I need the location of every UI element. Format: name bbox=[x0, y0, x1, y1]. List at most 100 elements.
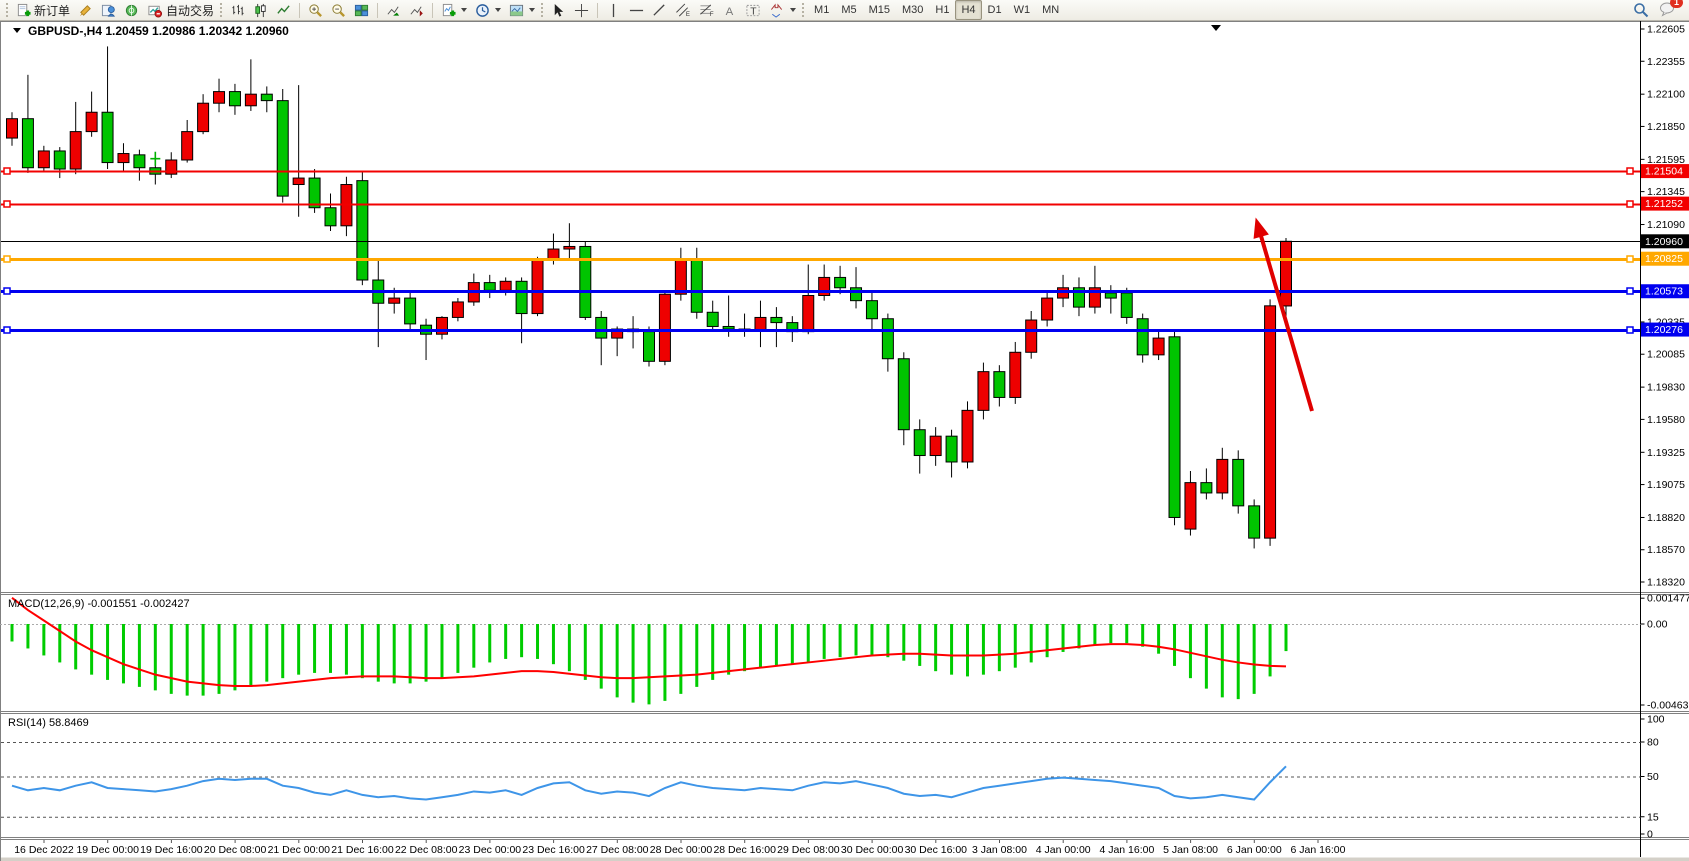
candlestick-mode-button[interactable] bbox=[249, 0, 272, 20]
macd-axis-label: 0.00 bbox=[1647, 619, 1668, 631]
candle bbox=[1216, 458, 1229, 494]
price-tag-1.21504 bbox=[1641, 164, 1689, 179]
candle bbox=[308, 177, 321, 209]
candle bbox=[37, 150, 50, 169]
fibonacci-tool-button[interactable]: F bbox=[695, 0, 719, 20]
macd-signal-line bbox=[11, 597, 1287, 688]
indicators-button[interactable] bbox=[437, 0, 471, 20]
candle bbox=[1280, 240, 1292, 307]
trend-arrow[interactable] bbox=[1257, 228, 1314, 412]
price-tick-label: 1.22605 bbox=[1647, 24, 1685, 36]
rsi-axis-label: 100 bbox=[1647, 714, 1665, 726]
svg-text:T: T bbox=[750, 6, 757, 17]
price-tag-1.20960 bbox=[1641, 234, 1689, 249]
candle bbox=[1200, 482, 1213, 494]
candle bbox=[658, 293, 671, 362]
time-label: 19 Dec 16:00 bbox=[140, 844, 203, 856]
chart-shift-icon bbox=[410, 5, 423, 16]
periods-button[interactable] bbox=[471, 0, 505, 20]
tile-windows-button[interactable] bbox=[350, 0, 373, 20]
time-label: 23 Dec 16:00 bbox=[522, 844, 585, 856]
candle bbox=[1184, 482, 1197, 530]
chart-shift-button[interactable] bbox=[405, 0, 428, 20]
price-tag-1.21252 bbox=[1641, 196, 1689, 211]
toolbar-grip[interactable] bbox=[220, 3, 223, 17]
price-tick-label: 1.20085 bbox=[1647, 349, 1685, 361]
new-order-label: 新订单 bbox=[34, 3, 71, 18]
candle bbox=[1041, 297, 1054, 321]
price-tick-label: 1.21595 bbox=[1647, 154, 1685, 166]
bar-chart-mode-button[interactable] bbox=[226, 0, 249, 20]
crosshair-tool-button[interactable] bbox=[570, 0, 593, 20]
time-label: 4 Jan 00:00 bbox=[1036, 844, 1091, 856]
price-tick-label: 1.21090 bbox=[1647, 219, 1685, 231]
price-tick-label: 1.21850 bbox=[1647, 121, 1685, 133]
zoom-in-icon bbox=[309, 3, 322, 17]
line-chart-mode-button[interactable] bbox=[272, 0, 295, 20]
zoom-in-button[interactable] bbox=[304, 0, 327, 20]
price-tick-label: 1.19325 bbox=[1647, 447, 1685, 459]
svg-text:1.21504: 1.21504 bbox=[1645, 166, 1683, 178]
svg-text:1.20825: 1.20825 bbox=[1645, 253, 1683, 265]
chart-shift-marker[interactable] bbox=[1211, 25, 1221, 31]
time-label: 28 Dec 16:00 bbox=[713, 844, 776, 856]
toolbar-grip[interactable] bbox=[6, 3, 8, 17]
autotrading-label: 自动交易 bbox=[166, 3, 215, 18]
symbol-dropdown-icon[interactable] bbox=[13, 28, 21, 33]
timeframe-M5[interactable]: M5 bbox=[841, 4, 857, 16]
vertical-line-icon bbox=[612, 3, 615, 17]
autotrading-button[interactable]: 自动交易 bbox=[143, 0, 218, 20]
navigator-button[interactable] bbox=[120, 0, 143, 20]
candle bbox=[929, 435, 942, 457]
time-label: 23 Dec 00:00 bbox=[459, 844, 522, 856]
channel-tool-button[interactable]: E bbox=[671, 0, 695, 20]
timeframe-H1[interactable]: H1 bbox=[935, 4, 950, 16]
candle bbox=[1232, 458, 1245, 507]
market-watch-button[interactable] bbox=[74, 0, 97, 20]
toolbar-grip[interactable] bbox=[802, 3, 805, 17]
chart-canvas[interactable]: 1.22605 1.22355 1.22100 1.21850 1.21595 1.213… bbox=[0, 21, 1689, 861]
trendline-tool-button[interactable] bbox=[648, 0, 671, 20]
auto-scroll-button[interactable] bbox=[382, 0, 405, 20]
text-tool-button[interactable]: A bbox=[719, 0, 741, 20]
toolbar-grip[interactable] bbox=[541, 3, 544, 17]
new-order-button[interactable]: 新订单 bbox=[12, 0, 74, 20]
hline-objects[interactable] bbox=[1, 167, 1641, 334]
fibonacci-icon: F bbox=[700, 4, 714, 18]
time-label: 28 Dec 00:00 bbox=[650, 844, 713, 856]
notification-badge: 1 bbox=[1670, 0, 1683, 8]
text-label-icon: T bbox=[746, 4, 760, 17]
horizontal-line-tool-button[interactable] bbox=[625, 0, 648, 20]
templates-button[interactable] bbox=[505, 0, 539, 20]
candle bbox=[1072, 287, 1085, 308]
time-label: 27 Dec 08:00 bbox=[586, 844, 649, 856]
candle bbox=[228, 91, 241, 107]
price-tag-1.20825 bbox=[1641, 251, 1689, 266]
candle bbox=[244, 93, 257, 107]
candle bbox=[818, 276, 831, 296]
search-icon[interactable] bbox=[1633, 2, 1649, 18]
candle bbox=[133, 154, 146, 169]
timeframe-D1[interactable]: D1 bbox=[987, 4, 1002, 16]
timeframe-H4[interactable]: H4 bbox=[955, 0, 982, 20]
price-tick-label: 1.22355 bbox=[1647, 56, 1685, 68]
text-label-tool-button[interactable]: T bbox=[741, 0, 765, 20]
timeframe-M1[interactable]: M1 bbox=[814, 4, 830, 16]
svg-text:E: E bbox=[686, 11, 690, 18]
timeframe-W1[interactable]: W1 bbox=[1013, 4, 1031, 16]
candle bbox=[435, 316, 448, 335]
candle bbox=[706, 311, 719, 327]
zoom-out-button[interactable] bbox=[327, 0, 350, 20]
buy-plus-marker[interactable] bbox=[150, 151, 161, 166]
data-window-button[interactable] bbox=[97, 0, 120, 20]
timeframe-M15[interactable]: M15 bbox=[868, 4, 890, 16]
templates-icon bbox=[509, 4, 524, 16]
arrows-tool-button[interactable] bbox=[765, 0, 800, 20]
timeframe-MN[interactable]: MN bbox=[1042, 4, 1060, 16]
cursor-tool-button[interactable] bbox=[547, 0, 570, 20]
vertical-line-tool-button[interactable] bbox=[602, 0, 625, 20]
timeframe-M30[interactable]: M30 bbox=[902, 4, 924, 16]
time-axis[interactable]: 16 Dec 2022 19 Dec 00:00 19 Dec 16:00 20 De… bbox=[14, 840, 1346, 856]
notifications-button[interactable]: 1 bbox=[1659, 0, 1683, 20]
time-label: 30 Dec 00:00 bbox=[841, 844, 904, 856]
